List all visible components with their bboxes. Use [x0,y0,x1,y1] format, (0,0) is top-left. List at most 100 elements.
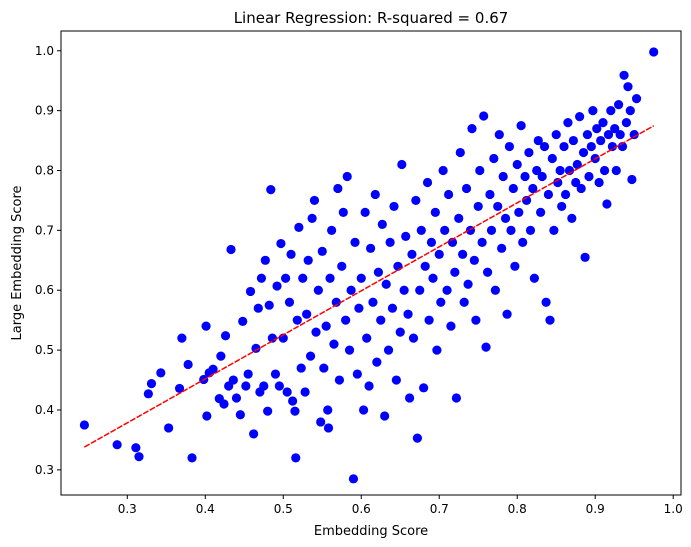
data-point [529,273,539,283]
y-tick-label: 0.4 [35,403,54,417]
y-tick-label: 0.6 [35,283,54,297]
x-axis-ticks: 0.3 0.4 0.5 0.6 0.7 0.8 0.9 1.0 [118,495,683,516]
data-point [333,183,343,194]
data-point [475,165,485,176]
data-point [307,213,317,223]
data-point [498,171,508,182]
data-point [446,321,456,331]
data-point [321,321,331,331]
data-point [317,246,327,256]
data-point [454,213,464,223]
data-point [143,389,153,399]
data-point [506,225,516,235]
data-point [249,429,259,439]
data-point [377,219,387,229]
regression-line [84,125,655,448]
data-point [360,207,370,218]
data-point [256,273,267,283]
data-point [407,249,417,259]
data-point [251,343,261,353]
data-point [539,141,550,152]
data-point [329,339,339,349]
data-point [598,118,608,128]
data-point [216,351,226,361]
data-point [525,225,536,235]
data-point [516,121,526,131]
data-point [270,369,281,379]
data-point [174,383,185,394]
data-point [594,177,604,188]
data-point [259,381,269,391]
data-point [571,177,581,188]
data-point [228,375,238,385]
data-point [327,225,337,235]
data-point [364,381,374,391]
x-tick-label: 0.3 [118,502,137,516]
data-point [592,123,602,134]
data-point [444,189,454,200]
data-point [408,333,419,343]
data-point [368,297,378,307]
y-tick-label: 0.9 [35,104,54,118]
data-point [112,440,122,450]
data-point [611,165,621,176]
data-point [576,183,586,194]
data-point [411,195,421,206]
chart-title: Linear Regression: R-squared = 0.67 [234,9,509,27]
data-point [416,225,426,235]
data-point [467,123,477,134]
data-point [219,399,229,409]
data-point [201,321,211,331]
data-point [520,171,530,182]
data-point [380,411,390,421]
data-point [568,135,578,146]
data-point [331,297,341,307]
data-point [397,159,407,170]
data-point [502,309,512,319]
data-point [607,141,617,152]
y-tick-label: 0.8 [35,163,54,177]
data-point [348,474,359,484]
plot-frame [60,30,682,496]
data-point [292,315,302,325]
data-point [493,201,503,212]
data-point [450,267,460,277]
data-point [481,342,491,352]
data-point [366,243,376,253]
data-point [649,47,659,57]
data-point [372,357,382,367]
x-tick-label: 0.6 [352,502,371,516]
data-point [514,207,524,218]
data-point [442,285,452,295]
data-point [485,189,495,200]
data-point [582,129,593,140]
data-point [629,129,639,140]
data-point [512,159,522,170]
data-point [164,423,174,433]
data-point [352,369,362,379]
data-point [266,185,276,195]
data-point [387,303,398,313]
data-point [578,147,589,158]
data-point [436,297,446,307]
data-point [459,297,469,307]
data-point [341,315,351,325]
data-point [528,183,538,194]
data-point [584,171,594,182]
data-point [362,333,372,343]
data-point [309,195,320,206]
data-point [551,129,561,140]
data-point [575,112,585,122]
data-point [354,303,364,313]
data-point [334,375,345,385]
data-point [424,315,434,325]
data-point [208,364,218,374]
x-tick-label: 1.0 [664,502,683,516]
data-point [231,393,242,403]
data-point [602,199,612,209]
data-point [461,183,472,194]
data-point [391,375,401,385]
data-point [623,82,633,92]
data-point [281,273,291,283]
data-point [482,267,493,277]
